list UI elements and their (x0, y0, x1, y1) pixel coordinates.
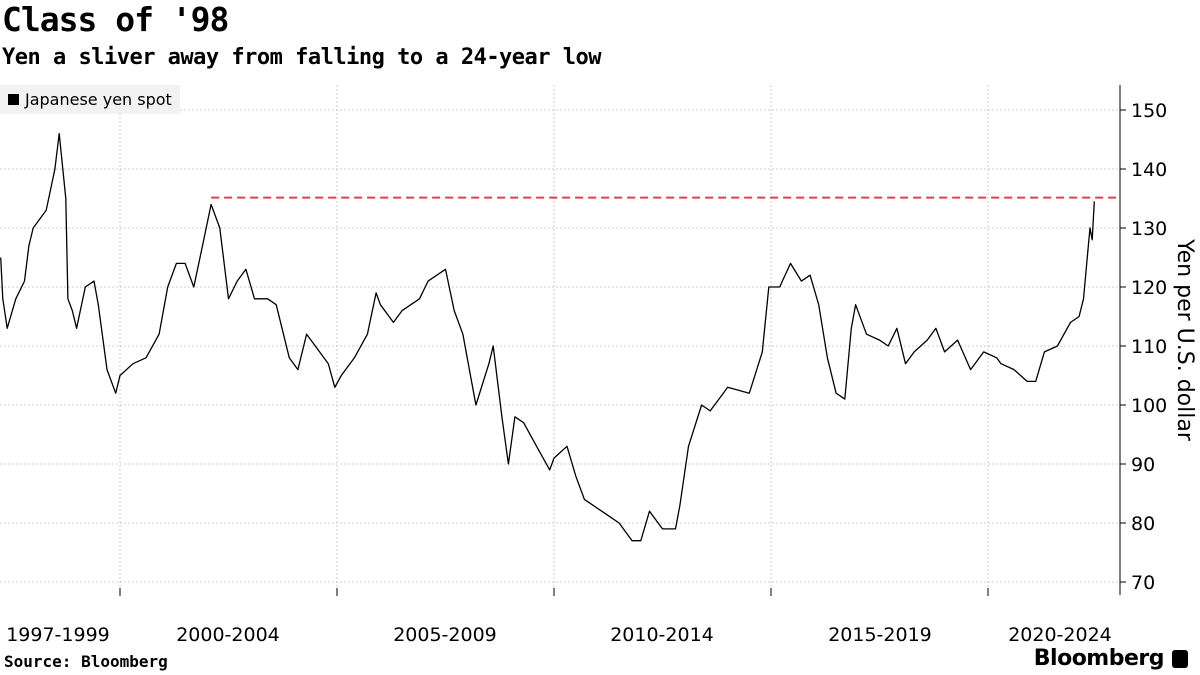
legend-label: Japanese yen spot (25, 90, 172, 109)
y-tick-label: 140 (1131, 159, 1167, 181)
bloomberg-logo: Bloomberg (1034, 646, 1188, 671)
y-tick-label: 110 (1131, 336, 1167, 358)
chart-title: Class of '98 (2, 0, 229, 39)
y-tick-label: 130 (1131, 218, 1167, 240)
source-note: Source: Bloomberg (4, 652, 168, 671)
x-tick-label: 2010-2014 (610, 624, 714, 646)
y-axis-label: Yen per U.S. dollar (1172, 238, 1197, 442)
y-tick-label: 120 (1131, 277, 1167, 299)
y-tick-label: 80 (1131, 513, 1155, 535)
legend-swatch (8, 94, 19, 105)
series-line-yen-spot (0, 132, 1095, 542)
x-tick-label: 2020-2024 (1008, 624, 1112, 646)
x-tick-label: 2005-2009 (393, 624, 497, 646)
x-tick-label: 1997-1999 (6, 624, 110, 646)
y-tick-label: 150 (1131, 100, 1167, 122)
logo-text: Bloomberg (1033, 646, 1165, 671)
y-tick-label: 100 (1131, 395, 1167, 417)
y-tick-label: 70 (1131, 572, 1155, 594)
bloomberg-chart-icon (1172, 649, 1188, 668)
x-tick-label: 2000-2004 (176, 624, 280, 646)
y-tick-label: 90 (1131, 454, 1155, 476)
legend: Japanese yen spot (0, 85, 180, 114)
chart-subtitle: Yen a sliver away from falling to a 24-y… (2, 45, 602, 70)
x-tick-label: 2015-2019 (828, 624, 932, 646)
